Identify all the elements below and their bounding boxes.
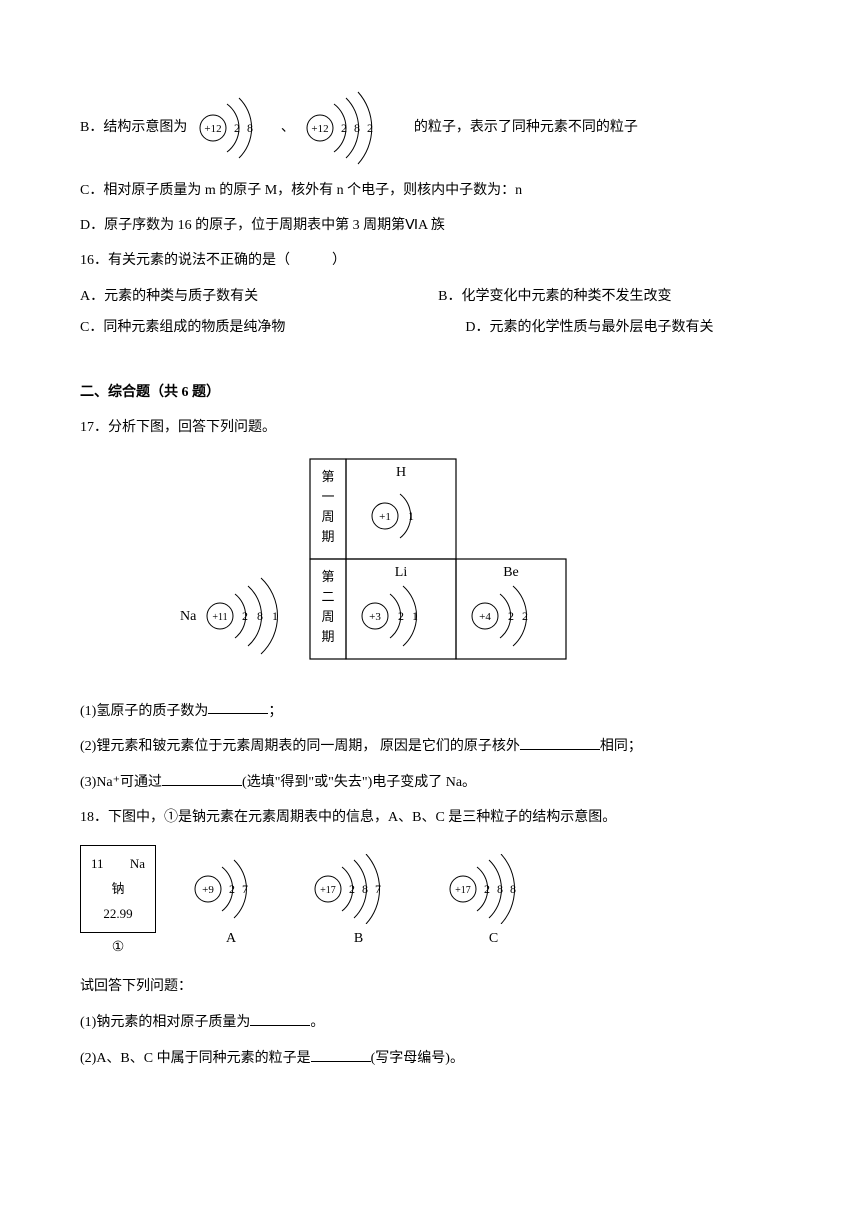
q18-diagrams: 11Na 钠 22.99 ① +9 2 7 A +17 2 8 7 B [80, 845, 780, 960]
q18-prompt: 试回答下列问题： [80, 974, 780, 999]
svg-text:1: 1 [408, 509, 414, 523]
q17-blank-2[interactable] [520, 733, 600, 750]
q16-opt-b: B．化学变化中元素的种类不发生改变 [438, 284, 671, 309]
svg-text:2: 2 [242, 609, 248, 623]
q17-sub1: (1)氢原子的质子数为； [80, 698, 780, 724]
svg-text:二: 二 [321, 589, 334, 604]
svg-text:一: 一 [321, 489, 334, 504]
svg-text:7: 7 [242, 882, 248, 896]
q18-sub1: (1)钠元素的相对原子质量为。 [80, 1009, 780, 1035]
q16-stem: 16．有关元素的说法不正确的是（ ） [80, 248, 780, 273]
svg-text:8: 8 [247, 121, 253, 135]
svg-text:2: 2 [398, 609, 404, 623]
svg-text:期: 期 [321, 629, 334, 644]
option-b-suffix: 的粒子，表示了同种元素不同的粒子 [403, 115, 638, 140]
option-b-line: B．结构示意图为 +12 2 8 、 +12 2 8 2 的粒子，表示了同种元素… [80, 88, 780, 168]
q17-sub2: (2)锂元素和铍元素位于元素周期表的同一周期， 原因是它们的原子核外相同； [80, 733, 780, 759]
svg-text:+12: +12 [204, 123, 221, 135]
svg-text:8: 8 [362, 882, 368, 896]
svg-text:H: H [396, 465, 406, 480]
svg-text:2: 2 [234, 121, 240, 135]
svg-text:2: 2 [508, 609, 514, 623]
svg-text:2: 2 [367, 121, 373, 135]
svg-text:+4: +4 [479, 611, 491, 623]
svg-text:+3: +3 [369, 611, 381, 623]
svg-text:2: 2 [349, 882, 355, 896]
option-b-mid: 、 [281, 115, 299, 140]
q18-blank-2[interactable] [311, 1045, 371, 1062]
svg-text:周: 周 [321, 609, 334, 624]
q17-blank-3[interactable] [162, 769, 242, 786]
q18-blank-1[interactable] [250, 1009, 310, 1026]
svg-text:周: 周 [321, 509, 334, 524]
option-d: D．原子序数为 16 的原子，位于周期表中第 3 周期第ⅥA 族 [80, 213, 780, 238]
q16-opt-c: C．同种元素组成的物质是纯净物 [80, 315, 285, 340]
q18-element-box: 11Na 钠 22.99 ① [80, 845, 156, 960]
atom-diagram-mg-2-8-2: +12 2 8 2 [298, 88, 403, 168]
svg-text:1: 1 [272, 609, 278, 623]
svg-text:第: 第 [321, 569, 334, 584]
q18-atom-c: +17 2 8 8 C [441, 854, 546, 951]
svg-text:+11: +11 [212, 612, 227, 623]
option-c: C．相对原子质量为 m 的原子 M，核外有 n 个电子，则核内中子数为：n [80, 178, 780, 203]
svg-text:8: 8 [497, 882, 503, 896]
q16-row1: A．元素的种类与质子数有关 B．化学变化中元素的种类不发生改变 [80, 284, 780, 309]
q17-stem: 17．分析下图，回答下列问题。 [80, 415, 780, 440]
section-2-title: 二、综合题（共 6 题） [80, 380, 780, 405]
svg-text:Li: Li [395, 565, 408, 580]
svg-text:+1: +1 [379, 511, 391, 523]
atom-diagram-mg-2-8: +12 2 8 [191, 88, 281, 168]
q17-sub3: (3)Na⁺可通过(选填"得到"或"失去")电子变成了 Na。 [80, 769, 780, 795]
svg-text:+17: +17 [455, 885, 471, 896]
svg-text:2: 2 [229, 882, 235, 896]
svg-text:2: 2 [522, 609, 528, 623]
svg-text:2: 2 [341, 121, 347, 135]
q16-opt-d: D．元素的化学性质与最外层电子数有关 [465, 315, 713, 340]
svg-text:+9: +9 [202, 884, 214, 896]
q16-opt-a: A．元素的种类与质子数有关 [80, 284, 258, 309]
svg-text:8: 8 [354, 121, 360, 135]
svg-text:1: 1 [412, 609, 418, 623]
svg-text:2: 2 [484, 882, 490, 896]
q18-stem: 18．下图中，①是钠元素在元素周期表中的信息，A、B、C 是三种粒子的结构示意图… [80, 805, 780, 830]
q18-atom-b: +17 2 8 7 B [306, 854, 411, 951]
q17-diagram: 第 一 周 期 H +1 1 第 二 周 期 Li +3 2 1 Be +4 2… [160, 454, 780, 683]
svg-text:8: 8 [257, 609, 263, 623]
option-b-prefix: B．结构示意图为 [80, 115, 191, 140]
svg-text:8: 8 [510, 882, 516, 896]
svg-text:7: 7 [375, 882, 381, 896]
svg-text:+17: +17 [320, 885, 336, 896]
q18-sub2: (2)A、B、C 中属于同种元素的粒子是(写字母编号)。 [80, 1045, 780, 1071]
q16-row2: C．同种元素组成的物质是纯净物 D．元素的化学性质与最外层电子数有关 [80, 315, 780, 340]
q17-blank-1[interactable] [208, 698, 268, 715]
svg-text:Be: Be [503, 565, 519, 580]
svg-text:第: 第 [321, 469, 334, 484]
svg-text:Na: Na [180, 609, 197, 624]
svg-text:期: 期 [321, 529, 334, 544]
q18-atom-a: +9 2 7 A [186, 854, 276, 951]
svg-text:+12: +12 [312, 123, 329, 135]
